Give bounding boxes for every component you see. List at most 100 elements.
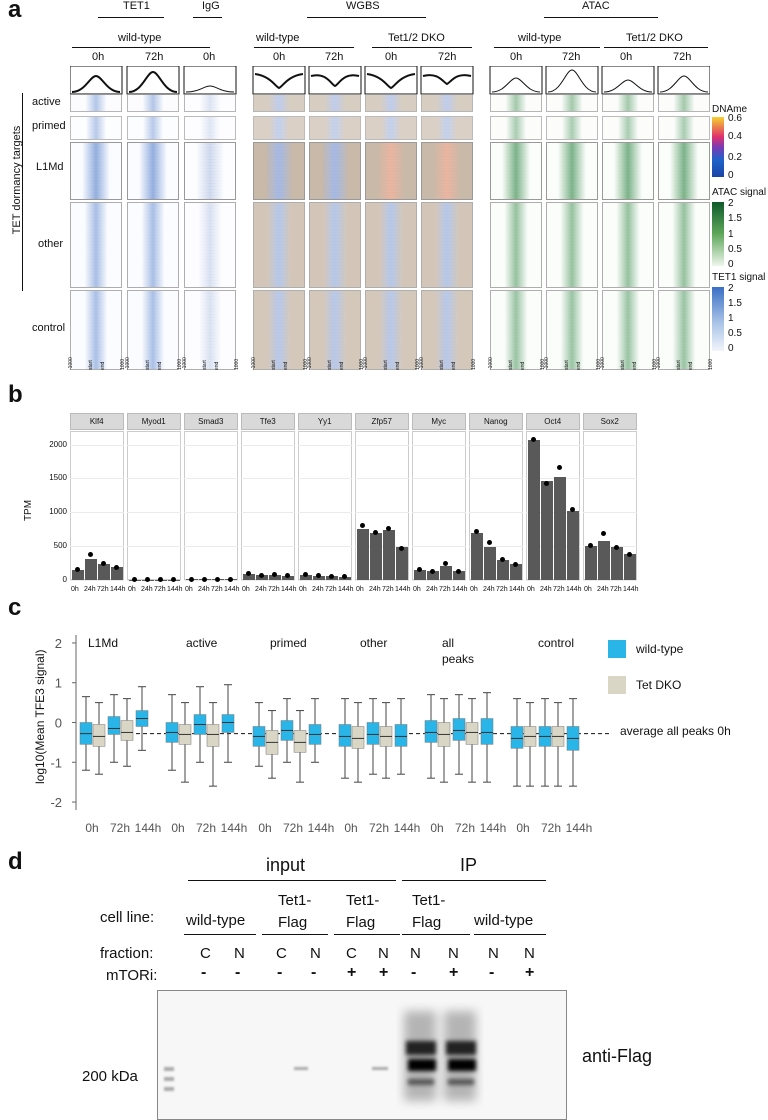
panel-c-xtick: 0h bbox=[258, 821, 271, 835]
heatmap-cell bbox=[309, 142, 361, 200]
data-point bbox=[557, 465, 563, 471]
data-point bbox=[417, 567, 423, 573]
panel-c-xtick: 144h bbox=[221, 821, 248, 835]
heatmap-cell bbox=[127, 290, 179, 370]
legend-wt-label: wild-type bbox=[636, 642, 684, 656]
heatmap-axis-tick: start bbox=[327, 360, 333, 370]
panel-c-xtick: 72h bbox=[196, 821, 216, 835]
box bbox=[510, 726, 524, 749]
heatmap-axis-tick: -1000 bbox=[363, 357, 369, 370]
panel-b-xtick: 0h bbox=[242, 586, 250, 593]
bar bbox=[414, 569, 426, 580]
condition-wt-3: wild-type bbox=[518, 32, 562, 44]
panel-b-xtick: 0h bbox=[527, 586, 535, 593]
panel-c-group-label: active bbox=[186, 636, 218, 650]
lane-mtori: - bbox=[235, 964, 241, 981]
panel-b-xtick: 72h bbox=[97, 586, 109, 593]
panel-c-xtick: 0h bbox=[516, 821, 529, 835]
bar bbox=[554, 477, 566, 580]
gridline bbox=[412, 546, 466, 548]
gridline bbox=[241, 512, 295, 514]
condition-wt-2: wild-type bbox=[256, 32, 300, 44]
panel-c-group-label: L1Md bbox=[88, 636, 118, 650]
gridline bbox=[298, 444, 352, 446]
box bbox=[480, 718, 494, 745]
heatmap-cell bbox=[127, 202, 179, 288]
data-point bbox=[531, 436, 537, 442]
timepoint-label: 0h bbox=[510, 51, 523, 63]
header-tet1: TET1 bbox=[123, 0, 150, 12]
legend-wt-swatch bbox=[608, 640, 626, 658]
legend-tet1-tick: 0.5 bbox=[728, 328, 742, 339]
lane-mtori: - bbox=[411, 964, 417, 981]
bar bbox=[598, 540, 610, 580]
mtori-row-label: mTORi: bbox=[106, 967, 158, 984]
lane-fraction: C bbox=[346, 945, 357, 962]
data-point bbox=[570, 507, 576, 513]
lane-fraction: C bbox=[276, 945, 287, 962]
heatmap-cell bbox=[127, 116, 179, 140]
panel-b-xtick: 72h bbox=[382, 586, 394, 593]
bar bbox=[243, 574, 255, 580]
lane-fraction: C bbox=[200, 945, 211, 962]
data-point bbox=[588, 542, 594, 548]
gridline bbox=[127, 512, 181, 514]
panel-b-xtick: 144h bbox=[566, 586, 582, 593]
facet-panel bbox=[184, 431, 238, 580]
heatmap-cell bbox=[490, 94, 542, 112]
data-point bbox=[303, 572, 309, 578]
bar bbox=[111, 566, 123, 580]
heatmap-cell bbox=[253, 94, 305, 112]
facet-strip: Zfp57 bbox=[355, 413, 409, 430]
panel-c-xtick: 0h bbox=[171, 821, 184, 835]
heatmap-axis-tick: start bbox=[202, 360, 208, 370]
cell-line-underline bbox=[184, 934, 256, 935]
panel-b-xtick: 144h bbox=[623, 586, 639, 593]
gridline bbox=[241, 580, 295, 581]
panel-b-xtick: 24h bbox=[255, 586, 267, 593]
heatmap-axis-tick: start bbox=[508, 360, 514, 370]
row-label-other: other bbox=[38, 238, 64, 250]
data-point bbox=[132, 577, 138, 583]
legend-tet1-tick: 1 bbox=[728, 313, 734, 324]
gridline bbox=[469, 580, 523, 581]
panel-b-xtick: 144h bbox=[509, 586, 525, 593]
lane-mtori: - bbox=[201, 964, 207, 981]
bar bbox=[567, 510, 579, 580]
cell-line-label: wild-type bbox=[186, 912, 246, 929]
legend-tet1-bar bbox=[712, 287, 724, 351]
panel-b-xtick: 144h bbox=[224, 586, 240, 593]
facet-panel bbox=[412, 431, 466, 580]
cell-line-label: wild-type bbox=[474, 912, 534, 929]
lane-fraction: N bbox=[488, 945, 499, 962]
heatmap-cell bbox=[546, 202, 598, 288]
heatmap-axis-tick: end bbox=[576, 361, 582, 370]
data-point bbox=[430, 568, 436, 574]
panel-b-xtick: 72h bbox=[439, 586, 451, 593]
panel-c-group-label: other bbox=[360, 636, 387, 650]
gridline bbox=[355, 546, 409, 548]
bar bbox=[313, 575, 325, 580]
header-wgbs: WGBS bbox=[346, 0, 380, 12]
legend-dko-label: Tet DKO bbox=[636, 678, 682, 692]
heatmap-axis-tick: start bbox=[88, 360, 94, 370]
lane-fraction: N bbox=[448, 945, 459, 962]
bar bbox=[528, 440, 540, 580]
gridline bbox=[526, 546, 580, 548]
panel-b-xtick: 0h bbox=[299, 586, 307, 593]
header-tet1-line bbox=[98, 17, 164, 18]
heatmap-axis-tick: end bbox=[339, 361, 345, 370]
gridline bbox=[469, 512, 523, 514]
gridline bbox=[184, 580, 238, 581]
bar bbox=[611, 547, 623, 580]
box bbox=[394, 724, 408, 747]
legend-dname-title: DNAme bbox=[712, 104, 748, 115]
gridline bbox=[583, 580, 637, 581]
row-label-control: control bbox=[32, 322, 66, 334]
legend-atac-tick: 0.5 bbox=[728, 244, 742, 255]
data-point bbox=[487, 539, 493, 545]
data-point bbox=[202, 576, 208, 582]
antibody-label: anti-Flag bbox=[582, 1046, 653, 1066]
panel-b-xtick: 0h bbox=[584, 586, 592, 593]
gridline bbox=[127, 478, 181, 480]
